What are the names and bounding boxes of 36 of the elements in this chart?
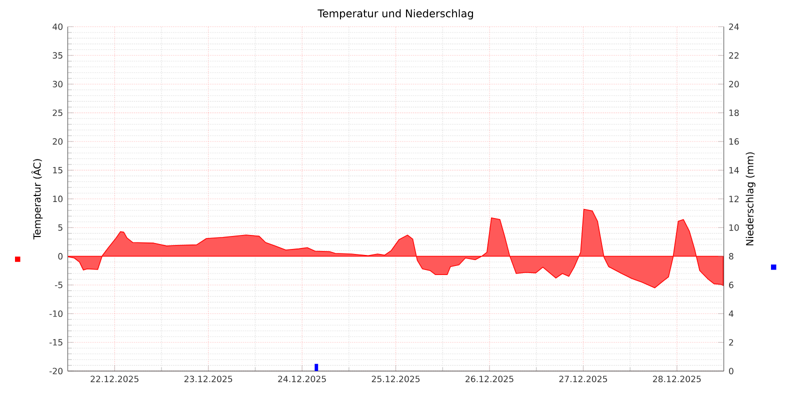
- y2-tick-label: 8: [729, 253, 734, 260]
- y2-tick-label: 0: [729, 368, 734, 374]
- x-tick-label: 23.12.2025: [184, 376, 232, 382]
- y-tick-label: 0: [58, 253, 63, 260]
- y2-tick-label: 10: [729, 224, 739, 231]
- y2-tick-label: 22: [729, 52, 739, 59]
- y2-axis-title: Niederschlag (mm): [746, 152, 756, 246]
- chart-title: Temperatur und Niederschlag: [318, 9, 473, 20]
- y2-tick-label: 16: [729, 138, 739, 145]
- x-tick-label: 22.12.2025: [90, 376, 138, 382]
- y2-tick-label: 12: [729, 196, 739, 202]
- y2-tick-label: 14: [729, 167, 739, 174]
- x-tick-label: 26.12.2025: [466, 376, 514, 382]
- y2-tick-label: 24: [729, 24, 739, 30]
- y2-tick-label: 2: [729, 339, 734, 346]
- y-tick-label: 15: [53, 167, 62, 174]
- y-tick-label: 30: [52, 80, 63, 88]
- y-tick-label: 40: [52, 24, 63, 30]
- x-tick-label: 27.12.2025: [559, 376, 608, 382]
- y-tick-label: -15: [50, 339, 62, 346]
- y-tick-label: 10: [53, 196, 63, 202]
- x-tick-label: 24.12.2025: [278, 376, 326, 382]
- y2-tick-label: 6: [729, 282, 734, 288]
- y2-tick-label: 18: [729, 110, 739, 116]
- y-tick-label: 20: [52, 138, 63, 145]
- y2-tick-label: 20: [729, 80, 739, 88]
- y-tick-label: 5: [58, 224, 62, 231]
- x-tick-label: 28.12.2025: [653, 376, 701, 382]
- y-tick-label: 35: [52, 52, 62, 59]
- y2-tick-label: 4: [728, 310, 734, 317]
- x-tick-label: 25.12.2025: [372, 376, 420, 382]
- y-axis-title: Temperatur (ÂC): [31, 159, 43, 240]
- y-tick-label: -20: [50, 368, 63, 374]
- y-tick-label: -5: [54, 282, 62, 288]
- y-tick-label: 25: [52, 110, 62, 116]
- y-tick-label: -10: [50, 310, 63, 318]
